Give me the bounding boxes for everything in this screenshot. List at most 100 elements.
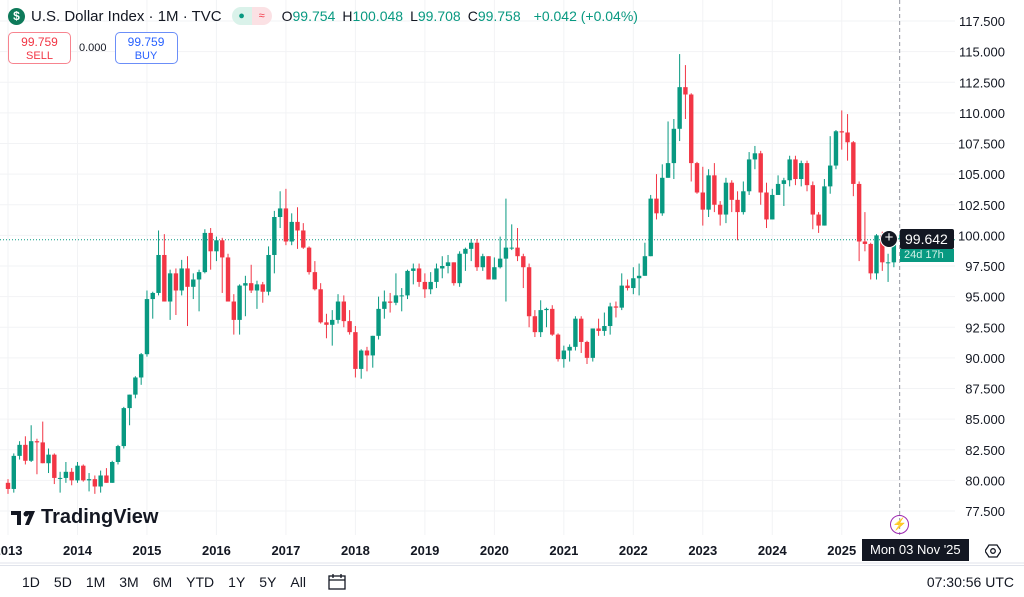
range-3m[interactable]: 3M xyxy=(119,573,139,590)
y-tick-label: 102.500 xyxy=(958,198,1005,213)
candle-body xyxy=(144,299,150,355)
candle xyxy=(301,223,306,249)
candle xyxy=(752,145,758,170)
candle xyxy=(167,269,173,320)
candle xyxy=(248,264,254,293)
candle-body xyxy=(312,272,318,290)
candle-body xyxy=(208,232,213,252)
market-status[interactable]: ● ≈ xyxy=(231,7,272,25)
candle-body xyxy=(550,308,555,335)
candle-body xyxy=(480,256,485,268)
candle-body xyxy=(868,243,873,274)
candle-body xyxy=(191,279,196,287)
candle-body xyxy=(619,285,624,308)
candle xyxy=(52,453,57,485)
candle-body xyxy=(150,292,155,300)
candle xyxy=(515,228,520,262)
x-tick-label: 2021 xyxy=(549,543,578,558)
range-ytd[interactable]: YTD xyxy=(186,573,215,590)
candle-body xyxy=(799,163,804,180)
low-value: 99.708 xyxy=(417,8,461,24)
add-alert-plus-icon[interactable]: + xyxy=(880,230,898,248)
bottom-toolbar: 1D 5D 1M 3M 6M YTD 1Y 5Y All 07:30:56 UTC xyxy=(0,565,1024,597)
settings-icon[interactable] xyxy=(985,543,1001,559)
candle xyxy=(335,294,341,324)
x-tick-label: 2015 xyxy=(132,543,161,558)
lightning-event-icon[interactable]: ⚡ xyxy=(890,515,909,534)
range-5d[interactable]: 5D xyxy=(53,573,72,590)
candle xyxy=(827,136,833,194)
candle-body xyxy=(335,301,341,320)
candle-body xyxy=(434,268,439,282)
y-tick-label: 100.000 xyxy=(958,228,1005,243)
candle-body xyxy=(793,159,798,180)
candle-body xyxy=(880,235,885,263)
range-1d[interactable]: 1D xyxy=(22,573,40,590)
candle xyxy=(897,234,902,240)
candle-body xyxy=(729,182,734,200)
range-6m[interactable]: 6M xyxy=(152,573,173,590)
y-tick-label: 110.000 xyxy=(959,106,1005,121)
candle xyxy=(416,263,422,287)
candle-body xyxy=(127,394,132,409)
high-label: H xyxy=(342,8,353,24)
candle xyxy=(422,273,428,298)
candle xyxy=(289,213,294,246)
candle xyxy=(231,294,237,335)
candle-body xyxy=(735,199,740,213)
candle xyxy=(185,256,190,327)
date-range-calendar-icon[interactable] xyxy=(327,573,347,591)
candle xyxy=(370,335,375,368)
candle xyxy=(636,263,642,296)
price-chart[interactable]: 77.500 80.000 82.500 85.000 87.500 90.000 92.5… xyxy=(0,0,1024,565)
candle xyxy=(584,340,590,364)
candle-body xyxy=(891,237,897,263)
candle xyxy=(862,212,868,252)
range-all[interactable]: All xyxy=(290,573,306,590)
x-tick-label: 2023 xyxy=(688,543,717,558)
candle-body xyxy=(700,192,705,210)
candle xyxy=(497,236,503,269)
candle xyxy=(607,302,613,335)
y-tick-label: 82.500 xyxy=(965,443,1005,458)
candle-body xyxy=(706,175,711,210)
candle xyxy=(660,164,665,216)
candle xyxy=(376,296,381,340)
candle xyxy=(266,246,271,296)
candle-body xyxy=(474,242,480,268)
candle xyxy=(613,301,619,318)
utc-clock[interactable]: 07:30:56 UTC xyxy=(926,574,1014,590)
candle-body xyxy=(34,441,40,443)
candle-body xyxy=(631,278,636,289)
y-tick-label: 107.500 xyxy=(958,137,1005,152)
candle xyxy=(272,210,277,274)
candle xyxy=(758,150,763,205)
y-tick-label: 90.000 xyxy=(965,351,1005,366)
symbol-title[interactable]: U.S. Dollar Index · 1M · TVC xyxy=(31,7,222,25)
candle-body xyxy=(185,268,190,287)
candle-body xyxy=(428,281,433,290)
tradingview-logo[interactable]: TradingView xyxy=(11,506,158,529)
candle-body xyxy=(266,254,271,292)
candle-body xyxy=(723,182,729,215)
candle-body xyxy=(816,214,821,226)
candle xyxy=(602,312,607,336)
candle xyxy=(764,182,769,229)
candle xyxy=(463,247,468,271)
candle xyxy=(770,188,775,220)
range-1y[interactable]: 1Y xyxy=(228,573,246,590)
candle xyxy=(191,273,196,300)
buy-button[interactable]: 99.759 BUY xyxy=(114,32,178,64)
candle-body xyxy=(579,318,584,342)
candle xyxy=(347,310,352,335)
candle xyxy=(868,242,873,280)
range-5y[interactable]: 5Y xyxy=(259,573,277,590)
candle xyxy=(712,163,717,213)
sell-button[interactable]: 99.759 SELL xyxy=(8,32,71,64)
range-1m[interactable]: 1M xyxy=(85,573,106,590)
candle-body xyxy=(86,479,92,481)
candle-body xyxy=(167,273,173,302)
candle xyxy=(526,263,532,328)
candle xyxy=(839,110,844,150)
bar-countdown: 24d 17h xyxy=(900,249,954,262)
